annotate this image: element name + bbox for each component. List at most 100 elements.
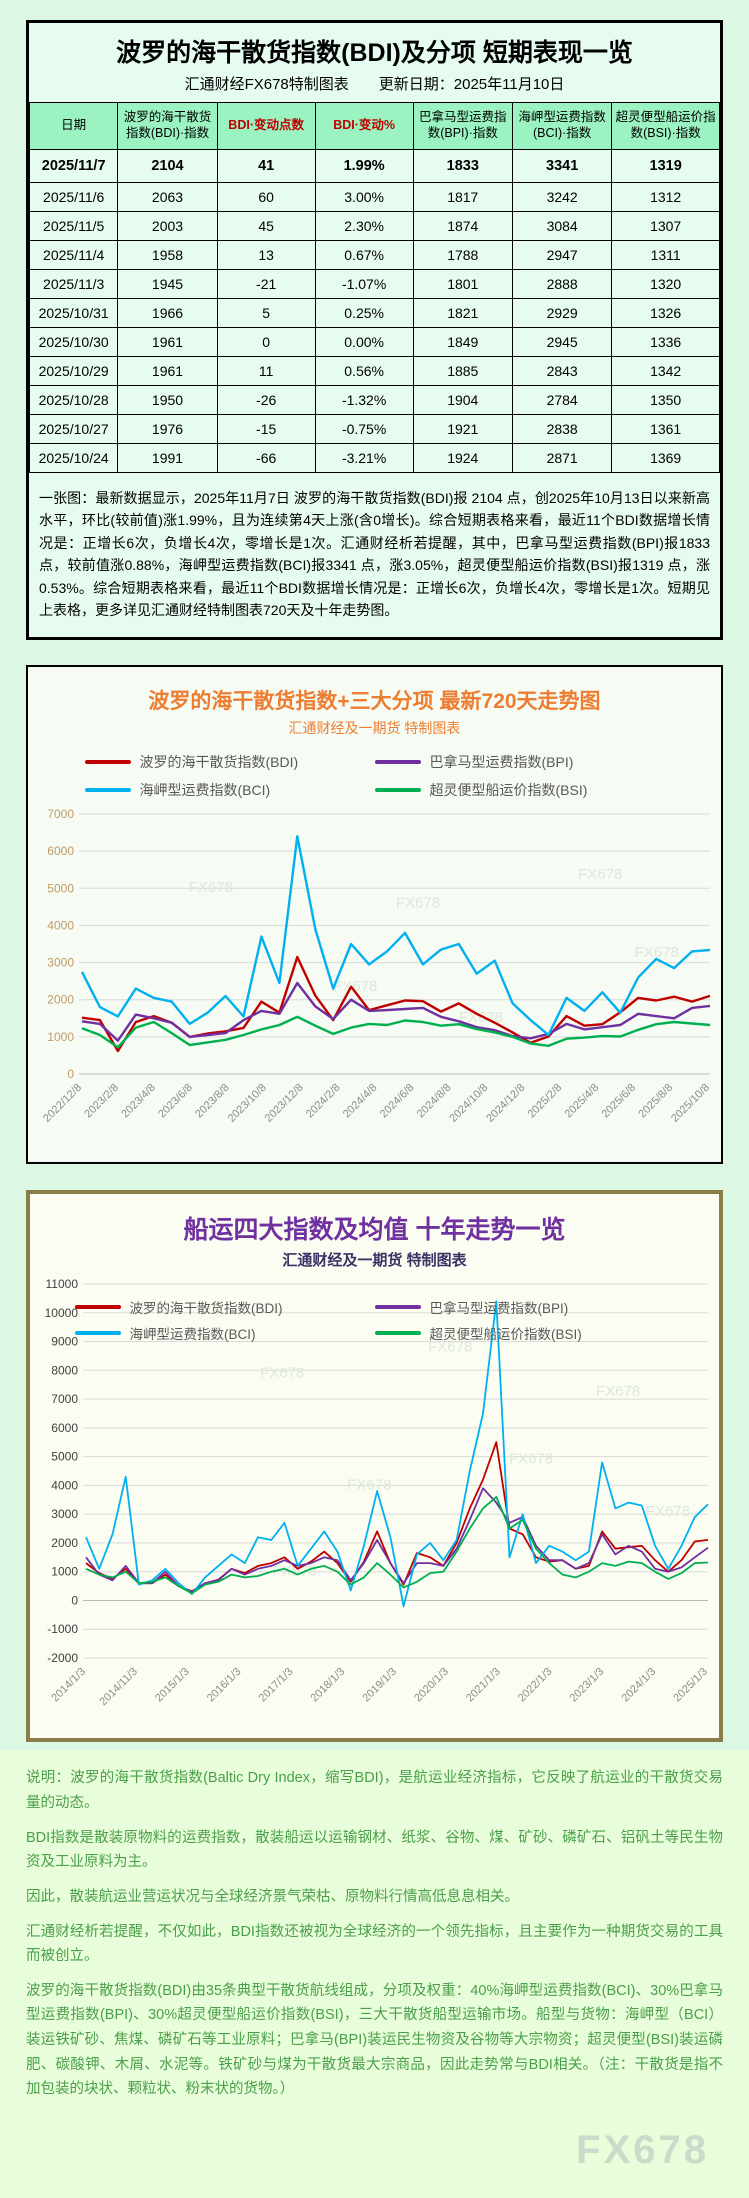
chart-10y-legend: 波罗的海干散货指数(BDI) 巴拿马型运费指数(BPI) 海岬型运费指数(BCI) 超… [74, 1294, 675, 1346]
chart-720-legend: 波罗的海干散货指数(BDI) 巴拿马型运费指数(BPI) 海岬型运费指数(BCI) 超… [84, 748, 665, 804]
table-cell: 41 [216, 149, 316, 183]
table-cell: 2025/10/24 [28, 443, 119, 473]
x-axis-tick-label: 2025/1/3 [671, 1666, 710, 1705]
y-axis-tick-label: 4000 [47, 919, 74, 933]
x-axis-tick-label: 2023/1/3 [568, 1666, 607, 1705]
x-axis-tick-label: 2023/4/8 [119, 1082, 158, 1121]
table-row: 2025/11/4 1958 13 0.67% 1788 2947 1311 [28, 240, 720, 270]
table-cell: 1833 [412, 149, 513, 183]
chart-10y-subtitle: 汇通财经及一期货 特制图表 [282, 1252, 467, 1270]
legend-label: 巴拿马型运费指数(BPI) [429, 1301, 569, 1317]
table-cell: 1361 [611, 414, 720, 444]
table-cell: 2025/11/7 [28, 149, 119, 183]
fx678-chart-watermark: FX678 [260, 1365, 304, 1382]
table-cell: 1904 [412, 385, 513, 415]
table-cell: 1336 [611, 327, 720, 357]
table-cell: 2784 [511, 385, 613, 415]
column-header: 日期 [28, 102, 119, 150]
table-cell: 1921 [412, 414, 513, 444]
table-cell: 2947 [511, 240, 613, 270]
y-axis-tick-label: 7000 [47, 807, 74, 821]
table-row: 2025/10/30 1961 0 0.00% 1849 2945 1336 [28, 327, 720, 357]
chart-720-subtitle: 汇通财经及一期货 特制图表 [288, 720, 461, 737]
y-axis-tick-label: 9000 [51, 1335, 78, 1349]
legend-label: 海岬型运费指数(BCI) [129, 1327, 256, 1343]
table-cell: 1342 [611, 356, 720, 386]
y-axis-tick-label: 3000 [51, 1507, 78, 1521]
table-cell: 2003 [117, 211, 218, 241]
table-row: 2025/11/7 2104 41 1.99% 1833 3341 1319 [28, 149, 720, 183]
short-term-table-panel: 波罗的海干散货指数(BDI)及分项 短期表现一览 汇通财经FX678特制图表 更… [26, 20, 723, 641]
y-axis-tick-label: 10000 [45, 1306, 79, 1320]
legend-item: 波罗的海干散货指数(BDI) [84, 748, 375, 776]
x-axis-tick-label: 2014/1/3 [49, 1666, 88, 1705]
table-cell: 1849 [412, 327, 513, 357]
table-cell: 2025/10/27 [28, 414, 119, 444]
table-cell: 1817 [412, 182, 513, 212]
table-cell: 1961 [117, 356, 218, 386]
table-cell: -3.21% [314, 443, 414, 473]
y-axis-tick-label: 0 [67, 1067, 74, 1081]
fx678-chart-watermark: FX678 [509, 1451, 553, 1468]
table-cell: 2025/10/30 [28, 327, 119, 357]
y-axis-tick-label: 3000 [47, 956, 74, 970]
table-cell: -1.07% [314, 269, 414, 299]
legend-label: 波罗的海干散货指数(BDI) [139, 754, 299, 771]
y-axis-tick-label: 6000 [51, 1421, 78, 1435]
x-axis-tick-label: 2016/1/3 [205, 1666, 244, 1705]
table-cell: 1885 [412, 356, 513, 386]
y-axis-tick-label: -2000 [47, 1651, 78, 1665]
table-row: 2025/10/28 1950 -26 -1.32% 1904 2784 1350 [28, 385, 720, 415]
table-cell: 2871 [511, 443, 613, 473]
table-cell: 1788 [412, 240, 513, 270]
table-row: 2025/11/3 1945 -21 -1.07% 1801 2888 1320 [28, 269, 720, 299]
legend-line-icon [374, 760, 421, 765]
table-cell: 2025/10/28 [28, 385, 119, 415]
table-cell: 1874 [412, 211, 513, 241]
table-cell: 2843 [511, 356, 613, 386]
fx678-chart-watermark: FX678 [396, 895, 440, 912]
table-row: 2025/11/5 2003 45 2.30% 1874 3084 1307 [28, 211, 720, 241]
y-axis-tick-label: 4000 [51, 1479, 78, 1493]
y-axis-tick-label: 11000 [46, 1277, 79, 1291]
legend-item: 波罗的海干散货指数(BDI) [74, 1294, 375, 1320]
table-cell: 2025/11/3 [28, 269, 119, 299]
footer-paragraph: 说明：波罗的海干散货指数(Baltic Dry Index，缩写BDI)，是航运… [26, 1770, 723, 1811]
table-cell: 1350 [611, 385, 720, 415]
trend-chart-720-panel: 波罗的海干散货指数+三大分项 最新720天走势图 汇通财经及一期货 特制图表 波… [26, 665, 723, 1165]
table-cell: 0.00% [314, 327, 414, 357]
table-cell: 1307 [611, 211, 720, 241]
table-cell: 11 [216, 356, 316, 386]
table-row: 2025/10/29 1961 11 0.56% 1885 2843 1342 [28, 356, 720, 386]
x-axis-tick-label: 2024/1/3 [620, 1666, 659, 1705]
legend-line-icon [74, 1331, 121, 1336]
table-cell: 1801 [412, 269, 513, 299]
y-axis-tick-label: -1000 [47, 1623, 78, 1637]
legend-line-icon [84, 788, 131, 793]
x-axis-tick-label: 2023/6/8 [156, 1082, 195, 1121]
x-axis-tick-label: 2020/1/3 [412, 1666, 451, 1705]
fx678-chart-watermark: FX678 [596, 1384, 640, 1401]
legend-label: 波罗的海干散货指数(BDI) [129, 1301, 283, 1317]
table-cell: 1958 [117, 240, 218, 270]
x-axis-tick-label: 2025/10/8 [669, 1082, 712, 1125]
table-cell: 3.00% [314, 182, 414, 212]
legend-line-icon [374, 1331, 421, 1336]
fx678-chart-watermark: FX678 [428, 1339, 472, 1356]
chart-10y-canvas: -2000 -1000 0 1000 2000 3000 4000 5000 6000 7000 8… [45, 1277, 710, 1708]
legend-line-icon [374, 1305, 421, 1310]
legend-label: 海岬型运费指数(BCI) [139, 782, 271, 799]
legend-item: 巴拿马型运费指数(BPI) [374, 748, 665, 776]
series-line [85, 1496, 709, 1595]
chart-10y-title: 船运四大指数及均值 十年走势一览 [183, 1216, 566, 1245]
x-axis-tick-label: 2023/10/8 [225, 1082, 268, 1125]
table-cell: 45 [216, 211, 316, 241]
table-cell: 1976 [117, 414, 218, 444]
table-row: 2025/10/31 1966 5 0.25% 1821 2929 1326 [28, 298, 720, 328]
table-cell: 2063 [117, 182, 218, 212]
legend-item: 海岬型运费指数(BCI) [84, 776, 375, 804]
table-cell: 1945 [117, 269, 218, 299]
legend-line-icon [374, 788, 421, 793]
table-row: 2025/10/27 1976 -15 -0.75% 1921 2838 1361 [28, 414, 720, 444]
column-header: 巴拿马型运费指数(BPI)·指数 [412, 102, 513, 150]
